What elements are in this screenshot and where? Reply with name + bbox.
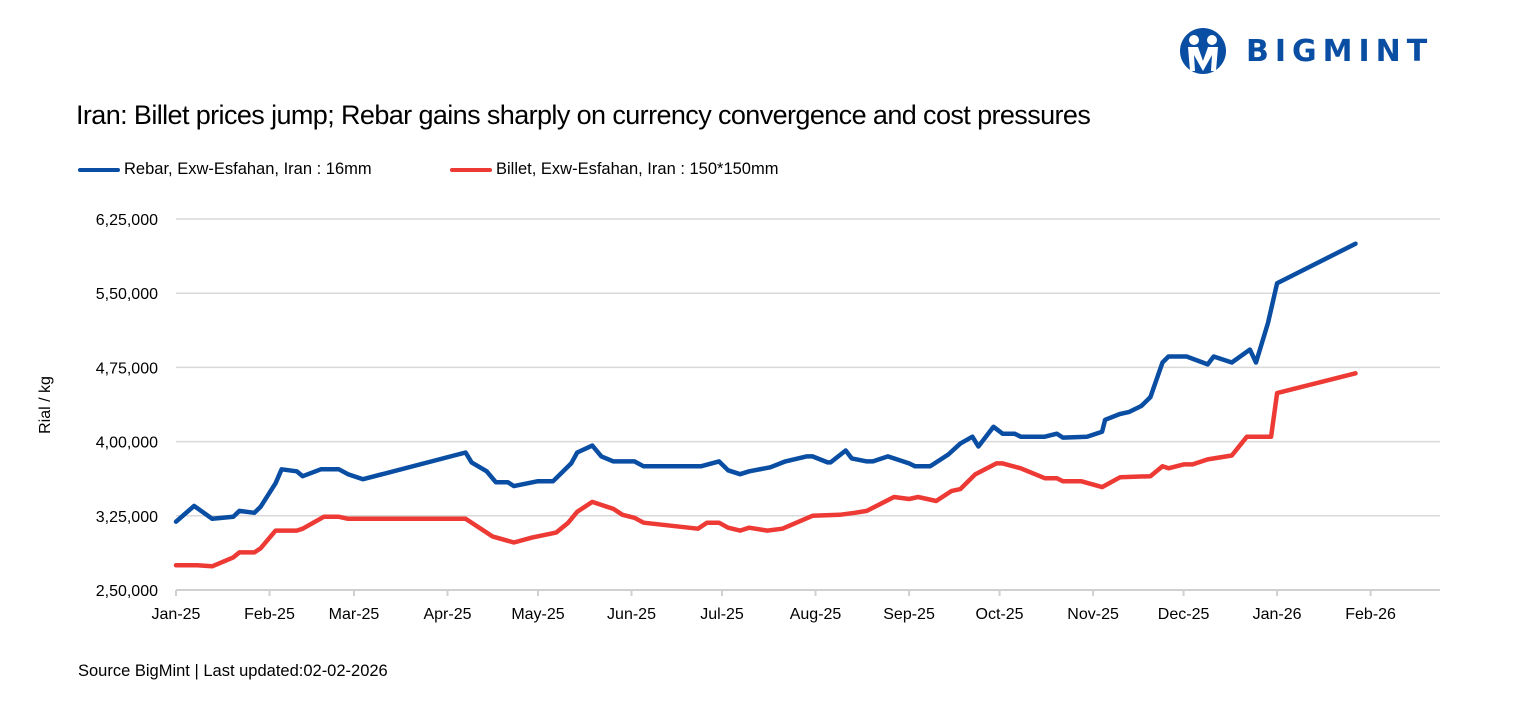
x-tick-label: Feb-26 xyxy=(1345,606,1396,623)
logo-text: BIGMINT xyxy=(1246,33,1434,69)
x-tick-label: Nov-25 xyxy=(1067,606,1119,623)
legend-item-billet: Billet, Exw-Esfahan, Iran : 150*150mm xyxy=(450,160,778,179)
y-tick-label: 6,25,000 xyxy=(96,212,158,229)
legend-label-rebar: Rebar, Exw-Esfahan, Iran : 16mm xyxy=(124,160,372,178)
x-tick-label: Aug-25 xyxy=(790,606,842,623)
x-tick-label: Apr-25 xyxy=(423,606,471,623)
y-tick-label: 4,00,000 xyxy=(96,435,158,452)
legend-swatch-billet xyxy=(450,167,492,172)
x-tick-label: Jan-26 xyxy=(1253,606,1302,623)
legend-swatch-rebar xyxy=(78,167,120,172)
y-tick-label: 4,75,000 xyxy=(96,360,158,377)
legend-label-billet: Billet, Exw-Esfahan, Iran : 150*150mm xyxy=(496,160,779,178)
bigmint-logo: BIGMINT xyxy=(1178,27,1433,75)
x-tick-label: Feb-25 xyxy=(244,606,295,623)
x-tick-label: Jun-25 xyxy=(607,606,656,623)
x-tick-label: Mar-25 xyxy=(329,606,380,623)
y-axis-title: Rial / kg xyxy=(37,376,54,434)
x-tick-label: Jul-25 xyxy=(700,606,744,623)
x-tick-label: Sep-25 xyxy=(883,606,935,623)
x-tick-label: May-25 xyxy=(511,606,564,623)
legend-item-rebar: Rebar, Exw-Esfahan, Iran : 16mm xyxy=(78,160,372,179)
chart-title: Iran: Billet prices jump; Rebar gains sh… xyxy=(76,100,1091,130)
y-tick-label: 3,25,000 xyxy=(96,509,158,526)
x-tick-label: Oct-25 xyxy=(976,606,1024,623)
source-note: Source BigMint | Last updated:02-02-2026 xyxy=(78,662,388,680)
x-tick-label: Dec-25 xyxy=(1158,606,1210,623)
y-tick-label: 2,50,000 xyxy=(96,583,158,600)
series-line-rebar xyxy=(173,241,1358,524)
y-tick-label: 5,50,000 xyxy=(96,286,158,303)
x-tick-label: Jan-25 xyxy=(152,606,201,623)
series-line-billet xyxy=(173,371,1358,569)
logo-emblem-icon xyxy=(1180,28,1226,74)
